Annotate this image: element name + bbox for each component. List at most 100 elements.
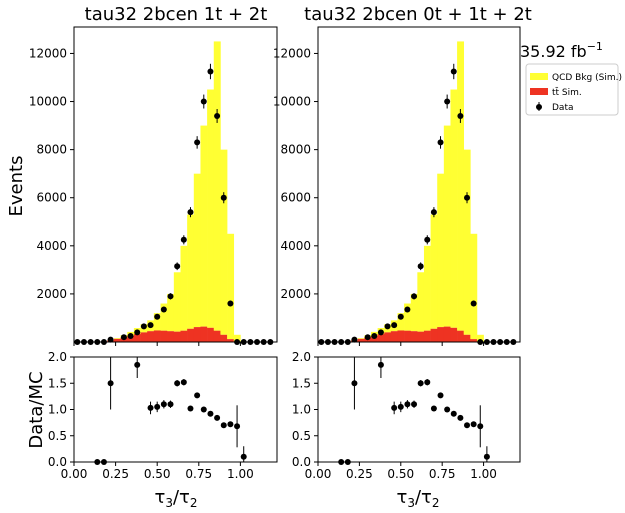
y-tick-label: 1.5 — [48, 376, 67, 390]
ratio-point — [391, 404, 398, 411]
panel-left: tau32 2bcen 1t + 2t 2000 4000 6000 8000 1000… — [29, 4, 278, 510]
qcd-bar — [220, 149, 228, 335]
ttbar-bar — [227, 339, 235, 342]
main-plot-frame — [317, 26, 521, 343]
data-point — [167, 293, 174, 300]
ratio-point — [411, 401, 418, 408]
y-tick-label: 1.0 — [48, 403, 67, 417]
ratio-plot-frame — [317, 356, 521, 463]
legend-marker — [536, 104, 542, 110]
qcd-bar — [404, 303, 412, 331]
qcd-bar — [160, 303, 168, 331]
ttbar-bar — [450, 327, 458, 342]
y-tick-label: 6000 — [36, 191, 67, 205]
ratio-point — [464, 422, 471, 429]
data-point — [411, 293, 418, 300]
ttbar-bar — [437, 327, 445, 342]
ttbar-bar — [370, 335, 378, 342]
ttbar-bar — [167, 331, 175, 342]
ttbar-bar — [187, 328, 195, 342]
y-tick-label: 1.5 — [292, 376, 311, 390]
data-point — [127, 332, 134, 339]
data-point — [384, 323, 391, 330]
data-point — [351, 336, 358, 343]
ttbar-bar — [140, 332, 148, 342]
ttbar-bar — [384, 332, 392, 342]
qcd-bar — [443, 125, 451, 327]
y-tick-label: 12000 — [29, 46, 67, 60]
ratio-point — [450, 410, 457, 417]
ratio-point — [477, 423, 484, 430]
ttbar-bar — [397, 330, 405, 342]
ttbar-bar — [457, 330, 465, 342]
ttbar-bar — [213, 330, 221, 342]
data-point — [107, 336, 114, 343]
y-tick-label: 2.0 — [48, 350, 67, 364]
legend-swatch — [530, 73, 548, 80]
ttbar-bar — [180, 330, 188, 342]
ttbar-bar — [160, 330, 168, 342]
data-point — [450, 68, 457, 75]
ttbar-bar — [147, 331, 155, 342]
ratio-plot-frame — [73, 356, 278, 463]
ttbar-bar — [463, 334, 471, 342]
y-tick-label: 2000 — [36, 287, 67, 301]
qcd-bar — [410, 293, 418, 332]
ttbar-bar — [207, 327, 215, 342]
qcd-bar — [227, 233, 235, 340]
x-axis-label: τ3/τ2 — [154, 487, 197, 510]
qcd-bar — [397, 313, 405, 331]
ttbar-bar — [173, 331, 181, 342]
main-y-axis-label: Events — [6, 156, 27, 217]
ttbar-bar — [417, 331, 425, 342]
ratio-point — [397, 403, 404, 410]
x-tick-label: 0.75 — [429, 467, 456, 481]
ratio-point — [234, 423, 241, 430]
ttbar-bar — [113, 338, 121, 342]
ratio-point — [457, 414, 464, 421]
data-point — [147, 322, 154, 329]
qcd-bar — [430, 214, 438, 329]
y-tick-label: 0.5 — [48, 429, 67, 443]
data-point — [154, 313, 161, 320]
legend-label: Data — [552, 103, 574, 113]
qcd-bar — [113, 338, 121, 339]
qcd-bar — [417, 272, 425, 332]
qcd-bar — [153, 313, 161, 331]
ratio-point — [187, 405, 194, 412]
x-tick-label: 0.00 — [61, 467, 88, 481]
ratio-point — [437, 392, 444, 399]
ratio-point — [134, 361, 141, 368]
data-point — [397, 313, 404, 320]
qcd-bar — [173, 272, 181, 332]
ratio-point — [220, 422, 227, 429]
ttbar-bar — [377, 334, 385, 342]
data-point — [134, 329, 141, 336]
ratio-point — [417, 380, 424, 387]
ratio-point — [200, 406, 207, 413]
y-tick-label: 8000 — [280, 143, 311, 157]
x-axis-label: τ3/τ2 — [396, 487, 439, 510]
y-tick-label: 6000 — [280, 191, 311, 205]
main-plot: 2000 4000 6000 8000 10000 12000 — [273, 26, 521, 346]
ttbar-bar — [443, 326, 451, 342]
ttbar-bar — [127, 335, 135, 342]
ttbar-bar — [133, 334, 141, 342]
ratio-plot: 0.0 0.5 1.0 1.5 2.0 0.00 0.25 0.50 0.75 1.00 — [48, 350, 278, 481]
ratio-point — [483, 453, 490, 460]
data-point — [140, 323, 147, 330]
ratio-point — [180, 379, 187, 386]
x-tick-label: 0.75 — [185, 467, 212, 481]
main-plot-frame — [73, 26, 278, 343]
data-point — [404, 306, 411, 313]
legend-box — [525, 63, 619, 116]
data-point — [444, 98, 451, 105]
ratio-y-axis-label: Data/MC — [26, 371, 47, 448]
qcd-bar — [357, 338, 365, 339]
data-point — [464, 194, 471, 201]
data-point — [194, 139, 201, 146]
qcd-bar — [437, 173, 445, 328]
qcd-bar — [200, 125, 208, 327]
ttbar-bar — [193, 327, 201, 342]
